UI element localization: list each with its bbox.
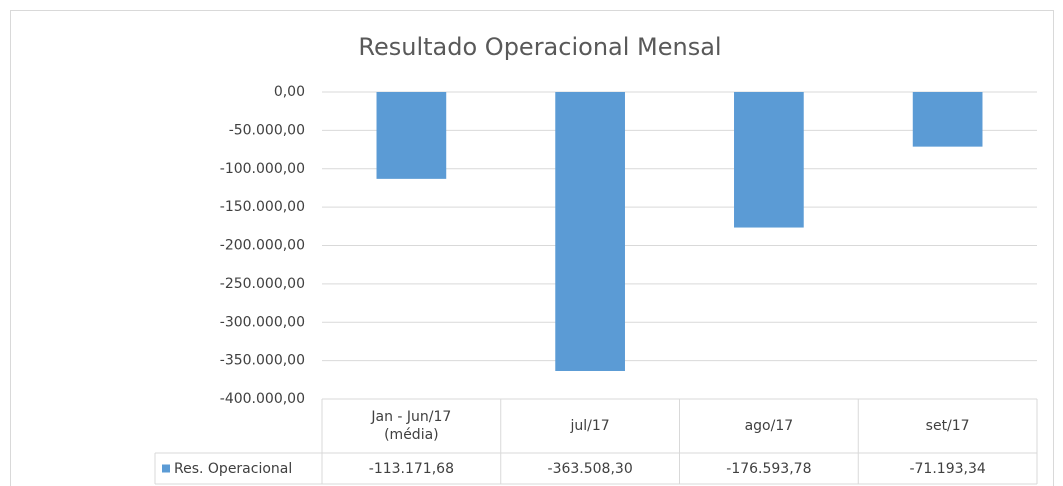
y-tick-label: -350.000,00 bbox=[220, 353, 305, 369]
table-value: -113.171,68 bbox=[368, 460, 454, 477]
y-tick-label: -200.000,00 bbox=[220, 238, 305, 254]
x-tick-label: set/17 bbox=[925, 418, 970, 434]
chart-frame bbox=[10, 10, 1054, 486]
bar bbox=[555, 92, 625, 371]
y-tick-label: -400.000,00 bbox=[220, 391, 305, 407]
bar bbox=[734, 92, 804, 228]
y-tick-label: 0,00 bbox=[274, 84, 305, 100]
y-tick-label: -150.000,00 bbox=[220, 199, 305, 215]
y-tick-label: -50.000,00 bbox=[229, 122, 305, 138]
table-value: -176.593,78 bbox=[726, 460, 812, 477]
table-value: -71.193,34 bbox=[909, 460, 986, 477]
bar bbox=[912, 92, 983, 147]
y-tick-label: -100.000,00 bbox=[220, 161, 305, 177]
bar bbox=[376, 92, 447, 179]
chart-title: Resultado Operacional Mensal bbox=[358, 33, 721, 61]
table-value: -363.508,30 bbox=[547, 460, 633, 477]
legend-label: Res. Operacional bbox=[174, 460, 293, 477]
x-tick-label: Jan - Jun/17 (média) bbox=[371, 409, 452, 443]
y-tick-label: -250.000,00 bbox=[220, 276, 305, 292]
legend-swatch bbox=[162, 464, 170, 473]
x-tick-label: ago/17 bbox=[744, 418, 794, 434]
x-tick-label: jul/17 bbox=[570, 418, 610, 434]
y-tick-label: -300.000,00 bbox=[220, 314, 305, 330]
